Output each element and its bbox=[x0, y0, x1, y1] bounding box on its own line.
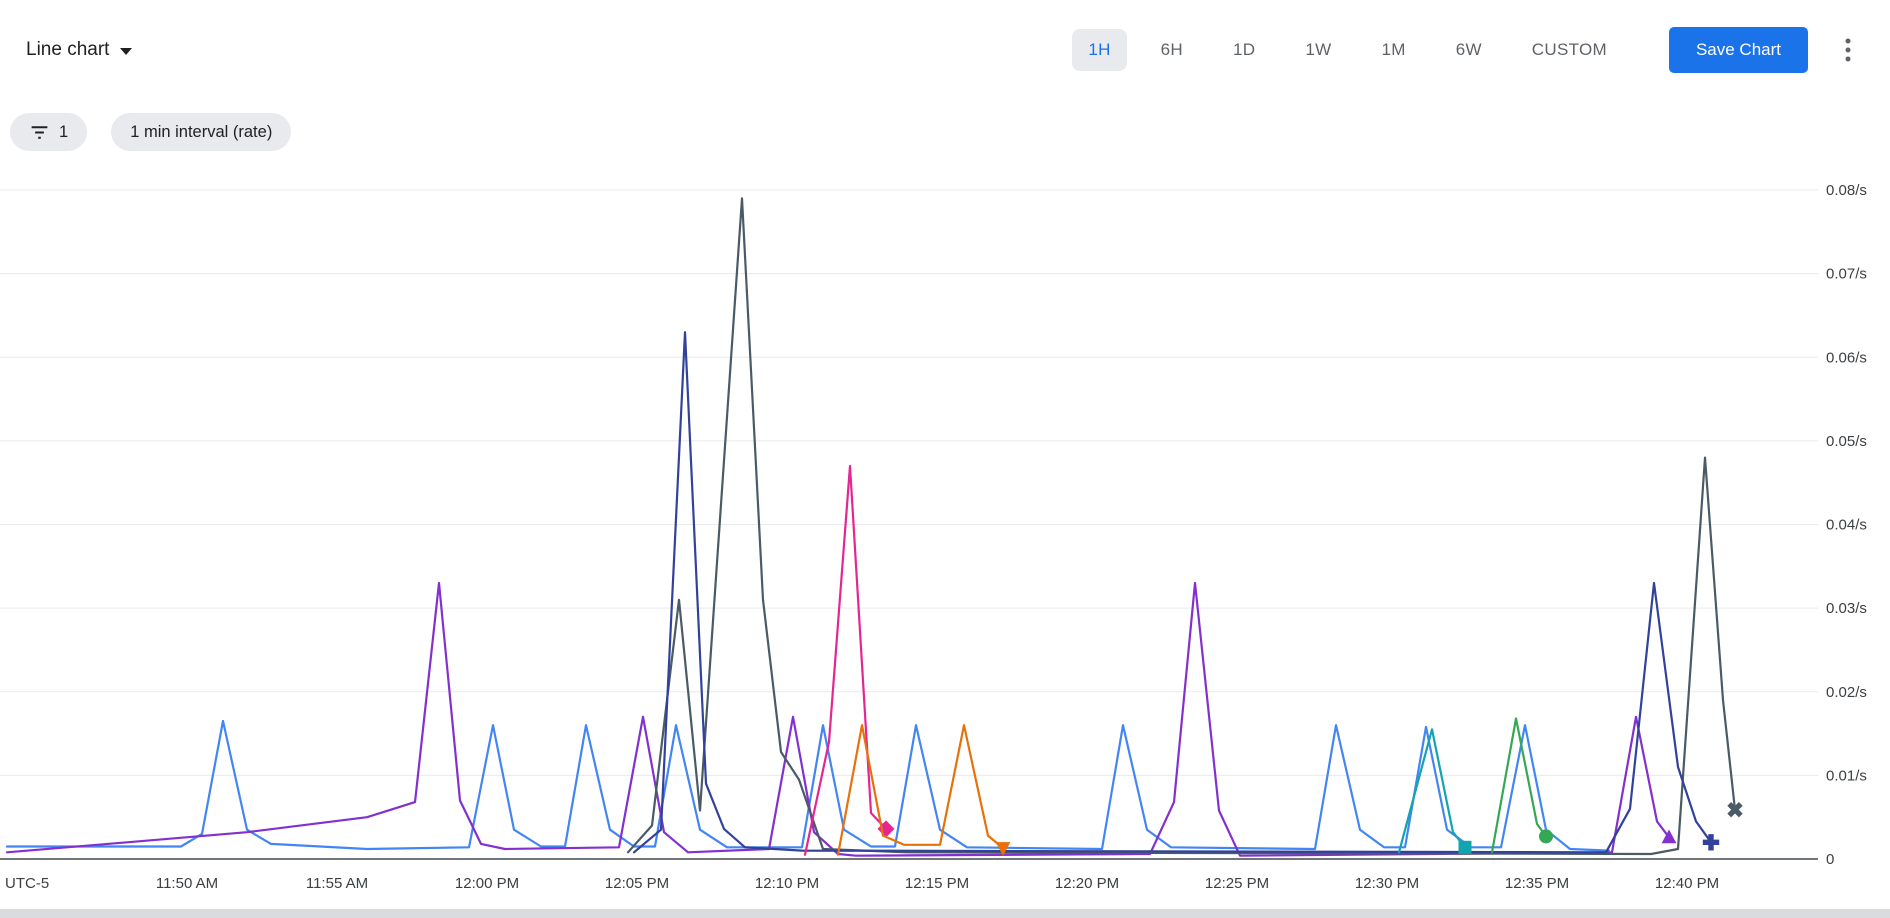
filter-bar: 1 1 min interval (rate) bbox=[10, 113, 292, 151]
series-green-end-marker-circle bbox=[1539, 829, 1553, 844]
horizontal-scrollbar[interactable] bbox=[0, 909, 1890, 918]
y-axis-tick-label: 0.03/s bbox=[1826, 600, 1867, 617]
x-axis-timezone-label: UTC-5 bbox=[5, 875, 49, 892]
chart-type-label: Line chart bbox=[26, 39, 110, 60]
series-orange-line bbox=[836, 724, 1005, 856]
y-axis-tick-label: 0.04/s bbox=[1826, 517, 1867, 534]
x-axis-tick-label: 12:05 PM bbox=[605, 875, 669, 892]
time-range-1h[interactable]: 1H bbox=[1072, 29, 1127, 71]
series-navy-line bbox=[632, 331, 1713, 854]
time-range-1m[interactable]: 1M bbox=[1365, 29, 1421, 71]
x-axis-tick-label: 12:20 PM bbox=[1055, 875, 1119, 892]
interval-chip-label: 1 min interval (rate) bbox=[130, 122, 273, 141]
y-axis-tick-label: 0.06/s bbox=[1826, 349, 1867, 366]
filter-count-label: 1 bbox=[59, 122, 69, 141]
series-slate-line bbox=[626, 197, 1737, 856]
filter-count-chip[interactable]: 1 bbox=[10, 113, 88, 151]
chevron-down-icon bbox=[120, 48, 133, 55]
toolbar: Line chart 1H 6H 1D 1W 1M 6W CUSTOM Save… bbox=[0, 0, 1890, 100]
x-axis-tick-label: 11:55 AM bbox=[306, 875, 368, 892]
y-axis-tick-label: 0.08/s bbox=[1826, 182, 1867, 199]
save-chart-button[interactable]: Save Chart bbox=[1668, 27, 1808, 73]
series-slate-end-marker-x bbox=[1727, 801, 1743, 818]
y-axis-tick-label: 0.05/s bbox=[1826, 433, 1867, 450]
time-range-1d[interactable]: 1D bbox=[1217, 29, 1271, 71]
series-orange-end-marker-triangle-down bbox=[995, 842, 1011, 856]
more-options-button[interactable] bbox=[1832, 30, 1864, 70]
x-axis-tick-label: 11:50 AM bbox=[156, 875, 218, 892]
y-axis-tick-label: 0.01/s bbox=[1826, 767, 1867, 784]
series-teal-end-marker-square bbox=[1458, 840, 1472, 854]
time-range-group: 1H 6H 1D 1W 1M 6W CUSTOM bbox=[1072, 29, 1623, 71]
y-axis-tick-label: 0.07/s bbox=[1826, 266, 1867, 283]
x-axis-tick-label: 12:00 PM bbox=[455, 875, 519, 892]
time-range-custom[interactable]: CUSTOM bbox=[1516, 29, 1623, 71]
x-axis-tick-label: 12:25 PM bbox=[1205, 875, 1269, 892]
x-axis-tick-label: 12:10 PM bbox=[755, 875, 819, 892]
kebab-menu-icon bbox=[1845, 38, 1851, 62]
x-axis-tick-label: 12:40 PM bbox=[1655, 875, 1719, 892]
series-green-line bbox=[1490, 717, 1548, 854]
filter-list-icon bbox=[31, 125, 48, 139]
interval-chip[interactable]: 1 min interval (rate) bbox=[111, 113, 292, 151]
x-axis-tick-label: 12:35 PM bbox=[1505, 875, 1569, 892]
y-axis-tick-label: 0 bbox=[1826, 851, 1834, 868]
series-navy-end-marker-plus bbox=[1702, 834, 1720, 851]
chart-type-dropdown[interactable]: Line chart bbox=[26, 39, 133, 61]
time-range-6w[interactable]: 6W bbox=[1440, 29, 1498, 71]
x-axis-tick-label: 12:30 PM bbox=[1355, 875, 1419, 892]
x-axis-tick-label: 12:15 PM bbox=[905, 875, 969, 892]
time-range-1w[interactable]: 1W bbox=[1289, 29, 1347, 71]
time-range-6h[interactable]: 6H bbox=[1145, 29, 1199, 71]
series-purple-end-marker-triangle-up bbox=[1661, 829, 1677, 844]
series-pink-line bbox=[803, 464, 888, 856]
y-axis-tick-label: 0.02/s bbox=[1826, 684, 1867, 701]
series-teal-line bbox=[1397, 728, 1467, 854]
